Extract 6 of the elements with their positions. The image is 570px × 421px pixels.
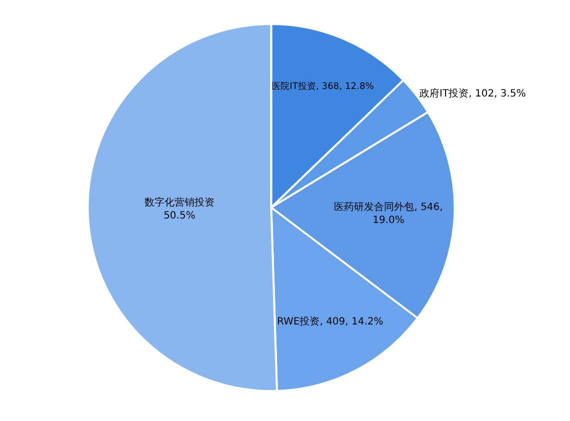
- slice-label: 数字化营销投资: [144, 196, 214, 208]
- slice-label: 医药研发合同外包, 546, 19.0%: [334, 200, 443, 226]
- slice-label: 医院IT投资, 368, 12.8%: [272, 80, 374, 92]
- data-label: 50.5%: [164, 210, 196, 222]
- slice-label: 政府IT投资, 102, 3.5%: [420, 87, 526, 100]
- slice-label: RWE投资, 409, 14.2%: [276, 315, 384, 328]
